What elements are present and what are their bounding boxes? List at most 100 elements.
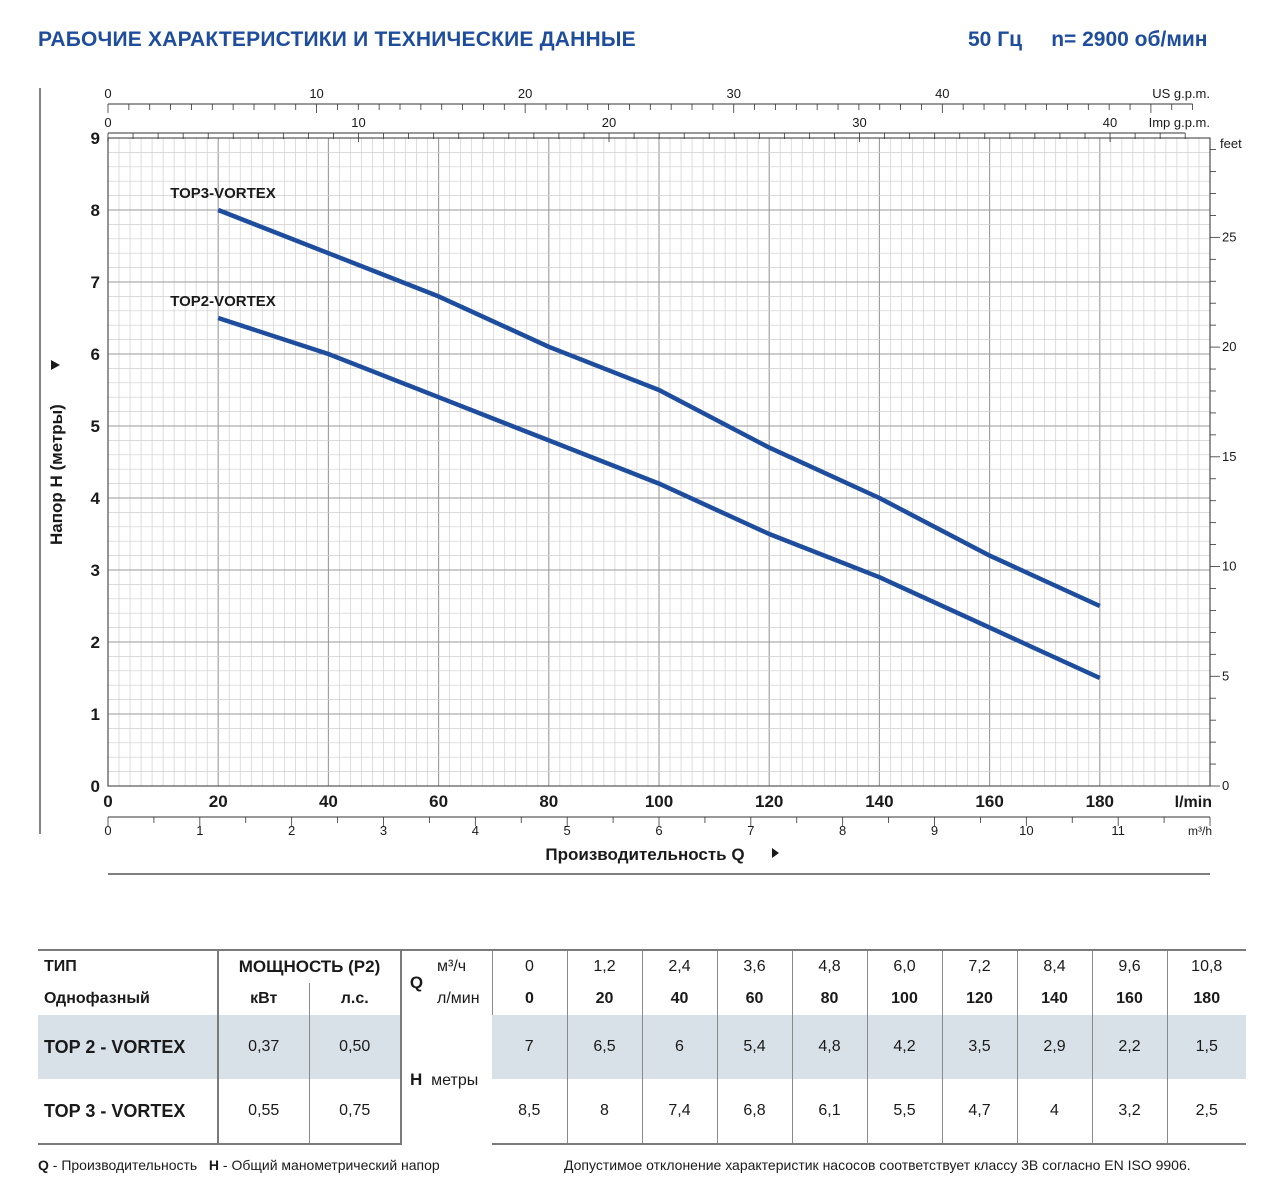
- lmin-value: 160: [1091, 983, 1167, 1015]
- x-unit-label: l/min: [1175, 794, 1212, 811]
- h-value: 5,4: [716, 1015, 792, 1079]
- series-line-top2-vortex: [217, 315, 1101, 681]
- imp-gpm-axis-label: 10: [351, 115, 365, 130]
- us-gpm-axis-label: 20: [518, 86, 532, 101]
- h-value: 8: [566, 1079, 642, 1145]
- kw-value: 0,55: [217, 1079, 309, 1145]
- m3h-axis-label: 11: [1111, 823, 1125, 838]
- series-label: TOP2-VORTEX: [170, 293, 276, 310]
- m3h-axis-label: 10: [1019, 823, 1033, 838]
- h-value: 3,5: [941, 1015, 1017, 1079]
- h-value: 2,5: [1166, 1079, 1246, 1145]
- y-tick-label: 2: [91, 633, 100, 652]
- m3h-axis-label: 7: [747, 823, 754, 838]
- model-name: TOP 2 - VORTEX: [38, 1015, 218, 1079]
- lmin-value: 60: [716, 983, 792, 1015]
- phase-header: Однофазный: [44, 990, 150, 1007]
- h-value: 6,5: [566, 1015, 642, 1079]
- hp-value: 0,75: [308, 1079, 401, 1145]
- x-tick-label: 100: [645, 792, 673, 811]
- m3h-value: 4,8: [791, 949, 867, 983]
- y-tick-label: 4: [91, 489, 101, 508]
- m3h-value: 3,6: [716, 949, 792, 983]
- h-value: 3,2: [1091, 1079, 1167, 1145]
- m3h-value: 9,6: [1091, 949, 1167, 983]
- us-gpm-axis-unit: US g.p.m.: [1152, 86, 1210, 101]
- feet-axis-unit: feet: [1220, 136, 1242, 151]
- lmin-unit: л/мин: [437, 990, 480, 1007]
- kw-header: кВт: [217, 983, 309, 1015]
- m3h-axis-label: 4: [472, 823, 479, 838]
- h-value: 4,2: [866, 1015, 942, 1079]
- h-value: 7: [492, 1015, 567, 1079]
- us-gpm-axis-label: 40: [935, 86, 949, 101]
- feet-axis-label: 10: [1222, 559, 1236, 574]
- m3h-axis-label: 3: [380, 823, 387, 838]
- m3h-axis-label: 9: [931, 823, 938, 838]
- feet-axis: [1210, 149, 1220, 787]
- y-tick-label: 5: [91, 417, 100, 436]
- us-gpm-axis-label: 30: [726, 86, 740, 101]
- imp-gpm-axis: [107, 132, 1186, 142]
- lmin-value: 0: [491, 983, 567, 1015]
- x-tick-label: 160: [975, 792, 1003, 811]
- y-tick-label: 0: [91, 777, 100, 796]
- m3h-value: 8,4: [1016, 949, 1092, 983]
- x-tick-label: 40: [319, 792, 338, 811]
- series-line-top3-vortex: [217, 207, 1101, 609]
- m3h-axis-unit: m³/h: [1188, 824, 1212, 838]
- h-value: 7,4: [641, 1079, 717, 1145]
- model-name: TOP 3 - VORTEX: [38, 1079, 218, 1145]
- us-gpm-axis-label: 0: [104, 86, 111, 101]
- x-tick-label: 80: [539, 792, 558, 811]
- m3h-value: 7,2: [941, 949, 1017, 983]
- h-value: 4,8: [791, 1015, 867, 1079]
- h-value: 5,5: [866, 1079, 942, 1145]
- us-gpm-axis-label: 10: [309, 86, 323, 101]
- x-axis-arrow-icon: [772, 848, 779, 858]
- feet-axis-label: 15: [1222, 449, 1236, 464]
- y-axis-arrow-icon: [51, 360, 60, 370]
- table-row: TOP 3 - VORTEX 0,55 0,75 8,5 8 7,4 6,8 6…: [38, 1079, 1246, 1145]
- h-value: 2,2: [1091, 1015, 1167, 1079]
- x-tick-label: 180: [1086, 792, 1114, 811]
- y-axis-label: Напор H (метры): [47, 404, 66, 545]
- imp-gpm-axis-label: 20: [602, 115, 616, 130]
- m3h-value: 6,0: [866, 949, 942, 983]
- h-value: 2,9: [1016, 1015, 1092, 1079]
- m3h-axis-label: 1: [196, 823, 203, 838]
- m3h-value: 2,4: [641, 949, 717, 983]
- h-value: 6,1: [791, 1079, 867, 1145]
- y-tick-label: 7: [91, 273, 100, 292]
- m3h-axis: [107, 816, 1211, 826]
- q-header: Q: [400, 949, 431, 1015]
- feet-axis-label: 0: [1222, 778, 1229, 793]
- h-value: 6: [641, 1015, 717, 1079]
- feet-axis-label: 20: [1222, 339, 1236, 354]
- x-tick-label: 0: [103, 792, 112, 811]
- specs-table: ТИП МОЩНОСТЬ (P2) Q м³/ч 0 1,2 2,4 3,6 4…: [38, 949, 1246, 1145]
- imp-gpm-axis-unit: Imp g.p.m.: [1149, 115, 1210, 130]
- hp-value: 0,50: [308, 1015, 401, 1079]
- h-value: 6,8: [716, 1079, 792, 1145]
- h-value: 4,7: [941, 1079, 1017, 1145]
- lmin-value: 120: [941, 983, 1017, 1015]
- lmin-value: 40: [641, 983, 717, 1015]
- lmin-value: 80: [791, 983, 867, 1015]
- feet-axis-label: 5: [1222, 668, 1229, 683]
- m3h-value: 0: [491, 949, 567, 983]
- m3h-axis-label: 6: [655, 823, 662, 838]
- h-value: 4: [1016, 1079, 1092, 1145]
- h-value: 8,5: [492, 1079, 567, 1145]
- imp-gpm-axis-label: 30: [852, 115, 866, 130]
- hp-header: л.с.: [308, 983, 401, 1015]
- m3h-unit: м³/ч: [431, 949, 492, 983]
- x-tick-label: 140: [865, 792, 893, 811]
- y-tick-label: 8: [91, 201, 100, 220]
- header-specs: 50 Гц n= 2900 об/мин: [968, 28, 1207, 52]
- imp-gpm-axis-label: 40: [1103, 115, 1117, 130]
- x-tick-label: 120: [755, 792, 783, 811]
- footer-legend: Q - Производительность H - Общий маномет…: [38, 1157, 440, 1173]
- type-header: ТИП: [38, 949, 218, 983]
